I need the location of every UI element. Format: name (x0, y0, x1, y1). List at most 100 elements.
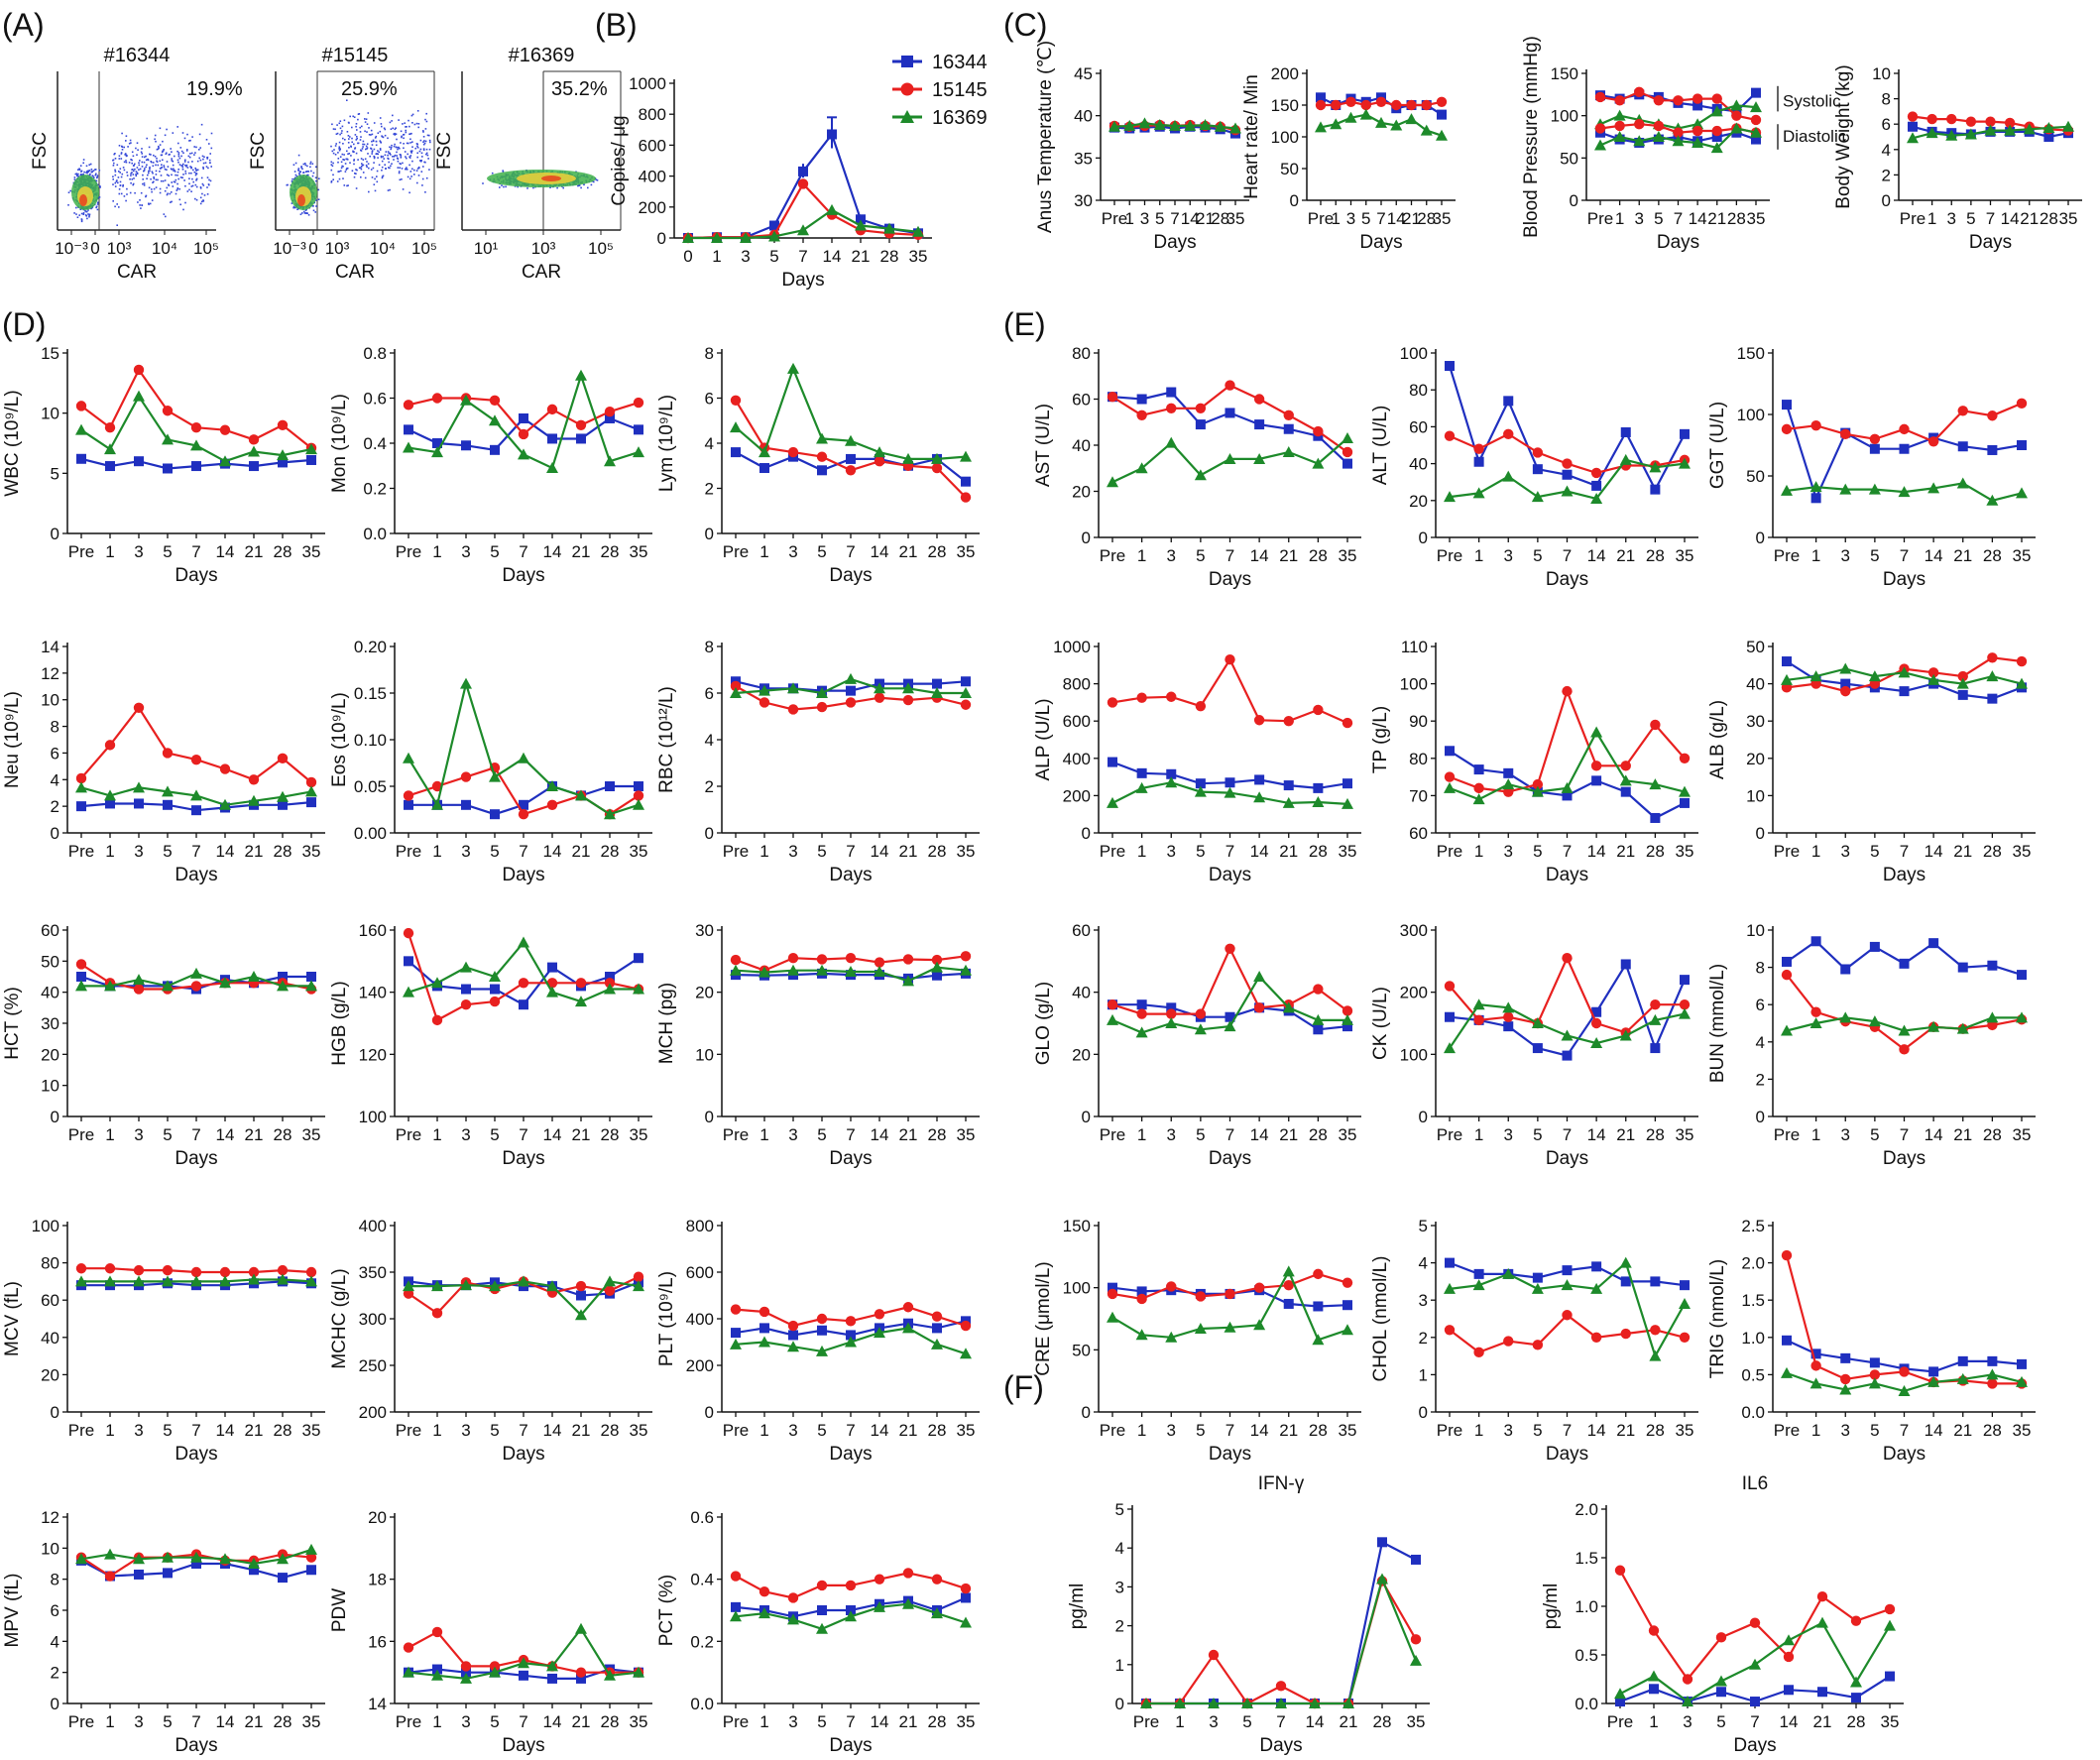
data-point (1840, 678, 1851, 689)
data-point (190, 1551, 202, 1563)
y-tick-label: 100 (1063, 1279, 1091, 1298)
x-tick-label: 28 (928, 1125, 947, 1144)
x-tick-label: 21 (899, 842, 918, 861)
data-point (1692, 125, 1703, 137)
data-point (461, 440, 471, 451)
data-point (1253, 1319, 1266, 1331)
y-tick-label: 200 (686, 1356, 714, 1375)
y-tick-label: 6 (1882, 115, 1891, 134)
data-point (960, 687, 972, 698)
y-tick-label: 2 (705, 480, 714, 499)
y-axis-label: Eos (10⁹/L) (329, 692, 350, 787)
data-point (1313, 704, 1324, 716)
x-tick-label: 7 (519, 1125, 527, 1144)
x-tick-label: 28 (1309, 842, 1328, 861)
y-tick-label: 2.0 (1575, 1500, 1598, 1519)
x-tick-label: 35 (1676, 546, 1694, 565)
data-point (1342, 458, 1352, 469)
data-point (190, 981, 202, 992)
data-point (1208, 1698, 1220, 1708)
data-point (1985, 116, 1996, 127)
data-point (1633, 135, 1646, 147)
x-tick-label: 35 (302, 1712, 321, 1731)
data-point (1406, 99, 1417, 111)
y-tick-label: 0.0 (363, 525, 387, 543)
y-tick-label: 400 (1063, 750, 1091, 768)
data-point (1107, 1311, 1118, 1323)
data-point (1199, 119, 1212, 131)
data-point (403, 1280, 414, 1292)
data-point (219, 424, 231, 435)
x-tick-label: Pre (1437, 546, 1462, 565)
y-tick-label: 0 (1290, 191, 1299, 210)
data-point (490, 809, 500, 820)
data-point (1591, 480, 1602, 491)
data-point (403, 927, 414, 939)
data-point (787, 704, 799, 715)
x-tick-label: 1 (1615, 209, 1624, 228)
y-tick-label: 150 (1271, 96, 1299, 115)
data-point (797, 224, 809, 236)
data-point (75, 959, 87, 970)
data-point (1692, 93, 1703, 104)
data-point (1136, 1286, 1147, 1297)
x-tick-label: 35 (1747, 209, 1766, 228)
data-point (1957, 670, 1968, 682)
data-point (1531, 491, 1544, 503)
data-point (1839, 662, 1852, 674)
series-line (1449, 687, 1686, 793)
data-point (1590, 1332, 1602, 1344)
x-tick-label: 7 (846, 542, 855, 561)
data-point (1391, 99, 1402, 111)
y-tick-label: 0 (1756, 1108, 1765, 1126)
data-point (278, 799, 288, 810)
x-tick-label: 5 (1533, 1421, 1542, 1440)
series-16344 (1108, 757, 1352, 793)
data-point (248, 1273, 260, 1285)
data-point (190, 967, 202, 979)
x-tick-label: 1 (1125, 209, 1134, 228)
data-point (489, 395, 501, 406)
x-tick-label: 21 (1616, 1125, 1635, 1144)
x-tick-label: 28 (601, 1125, 620, 1144)
y-tick-label: 1 (1419, 1365, 1428, 1384)
y-tick-label: 50 (1072, 1341, 1091, 1359)
data-point (604, 455, 616, 467)
x-tick-label: 14 (1925, 1421, 1943, 1440)
data-point (431, 446, 443, 458)
y-tick-label: 40 (1409, 455, 1428, 474)
data-point (1410, 1654, 1422, 1666)
data-point (1590, 761, 1602, 771)
data-point (932, 970, 942, 981)
data-point (1649, 1013, 1662, 1025)
data-point (604, 1275, 616, 1287)
x-tick-label: 5 (817, 1421, 826, 1440)
data-point (817, 1605, 827, 1615)
legend-item-16344: 16344 (892, 52, 988, 73)
x-tick-label: Pre (1587, 209, 1613, 228)
x-axis-label: Days (781, 270, 824, 291)
y-tick-label: 4 (705, 731, 714, 750)
data-point (305, 1266, 317, 1278)
y-tick-label: 15 (41, 344, 59, 363)
data-point (305, 785, 317, 797)
data-point (248, 774, 260, 785)
x-tick-label: 14 (543, 1712, 562, 1731)
flow-x-tick-label: 0 (308, 239, 317, 258)
data-point (518, 428, 529, 440)
data-point (306, 797, 316, 808)
x-tick-label: 35 (2013, 546, 2032, 565)
y-tick-label: 0.15 (354, 684, 387, 703)
data-point (1283, 423, 1294, 434)
x-tick-label: 14 (1250, 1421, 1269, 1440)
data-point (1166, 403, 1177, 413)
data-point (1502, 1001, 1515, 1013)
data-point (1390, 119, 1403, 131)
data-point (1420, 124, 1433, 136)
y-tick-label: 100 (32, 1217, 59, 1235)
data-point (1562, 458, 1573, 469)
data-point (1195, 778, 1206, 789)
flow-ylabel: FSC (434, 132, 455, 170)
data-point (1868, 1377, 1881, 1389)
